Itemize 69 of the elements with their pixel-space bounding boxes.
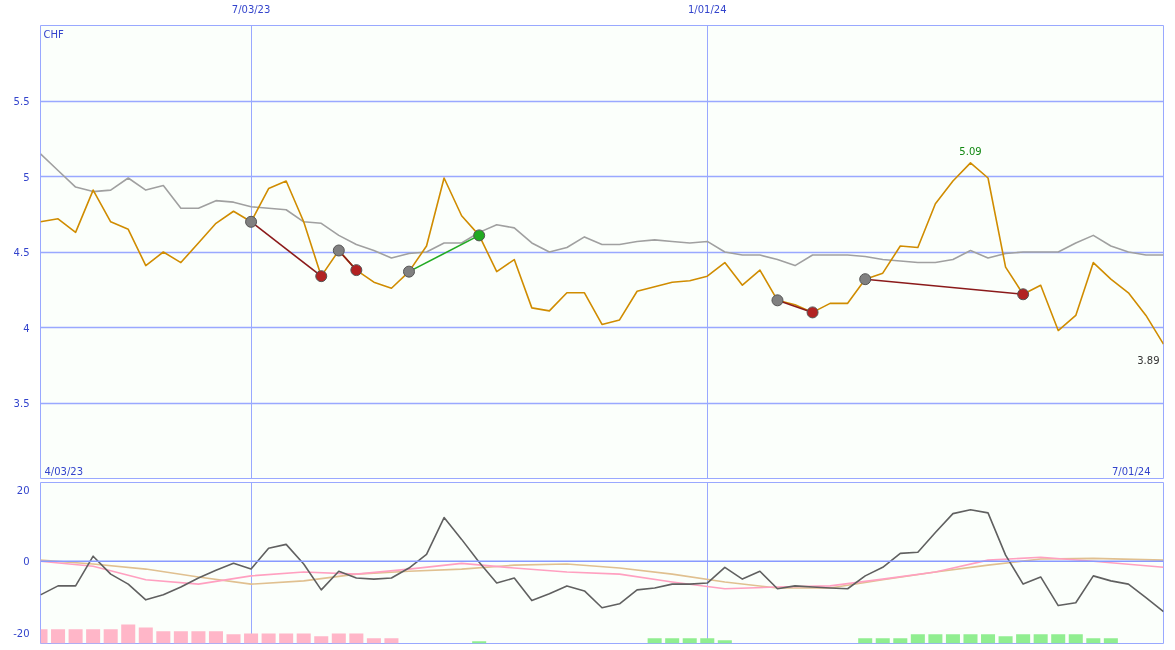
bar [51,629,66,644]
bar [191,631,206,644]
y-tick-label: 5.5 [13,96,30,107]
bar [717,640,732,644]
bar [1051,634,1066,644]
bar [665,638,680,644]
point [771,294,784,307]
bar [366,638,381,644]
bar [893,638,908,644]
bar [156,631,171,644]
bar [981,634,996,644]
point [245,215,258,228]
bar [208,631,223,644]
bar [647,638,662,644]
bar [910,634,925,644]
annotation: 7/01/24 [1111,465,1151,477]
bar [963,634,978,644]
bar [998,636,1013,644]
annotation: 5.09 [959,145,982,157]
bar [1068,634,1083,644]
annotation: 4/03/23 [44,465,84,477]
y-tick-label: 4 [23,322,30,334]
bar [86,629,101,644]
line-series [40,508,1164,613]
point [806,306,819,319]
bar [121,624,136,644]
bar [173,631,188,644]
bar [1103,638,1118,644]
bar [928,634,943,644]
y-tick-label: 4.5 [13,247,30,258]
y-tick-label: 20 [16,484,30,496]
bar [314,636,329,644]
point [315,270,328,283]
bar [244,633,259,644]
bar [1016,634,1031,644]
bar [472,641,487,644]
point [859,273,872,286]
y-tick-label: 3.5 [13,398,30,409]
bar [682,638,697,644]
bar [1033,634,1048,644]
x-tick-label: 7/03/23 [231,3,271,15]
x-tick-label: 1/01/24 [688,3,727,15]
bar [68,629,83,644]
y-tick-label: -20 [13,627,30,639]
bar [384,638,399,644]
point [473,229,486,242]
bar [261,633,276,644]
bar [331,633,346,644]
bar [349,633,364,644]
bar [279,633,294,644]
annotation: 3.89 [1137,355,1160,367]
bar [296,633,311,644]
y-axis-title: CHF [43,28,64,40]
point [332,244,345,257]
bar [1086,638,1101,644]
line-series [40,153,1164,267]
bar [700,638,715,644]
bar [226,634,241,644]
bar [875,638,890,644]
point [350,264,363,277]
point [402,265,415,278]
point [1017,288,1030,301]
bar [103,629,118,644]
bar [138,627,153,644]
line-series [40,162,1164,345]
y-tick-label: 0 [23,556,30,568]
y-tick-label: 5 [23,171,30,183]
bar [858,638,873,644]
bar [945,634,960,644]
